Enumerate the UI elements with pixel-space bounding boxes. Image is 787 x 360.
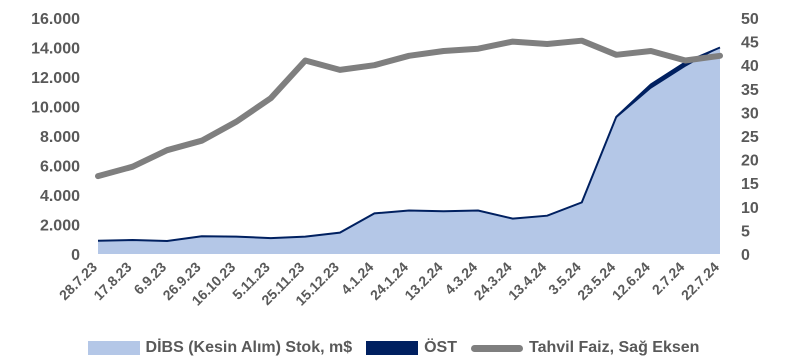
legend: DİBS (Kesin Alım) Stok, m$ ÖST Tahvil Fa… (0, 336, 787, 360)
x-axis-ticks: 28.7.2317.8.236.9.2326.9.2316.10.235.11.… (56, 259, 722, 309)
series-dibs-area (98, 47, 720, 254)
y-left-tick: 4.000 (40, 188, 80, 205)
x-tick-label: 17.8.23 (90, 259, 134, 303)
y-right-tick: 10 (741, 200, 759, 217)
y-right-tick: 50 (741, 11, 759, 28)
legend-swatch-dibs (87, 341, 140, 355)
y-right-tick: 5 (741, 223, 750, 240)
x-tick-label: 22.7.24 (678, 259, 722, 303)
legend-label-faiz: Tahvil Faiz, Sağ Eksen (529, 339, 700, 356)
series-faiz-line (95, 37, 723, 180)
right-axis-ticks: 0 5 10 15 20 25 30 35 40 45 50 (741, 11, 759, 264)
plot-area (95, 37, 723, 254)
y-left-tick: 12.000 (31, 70, 80, 87)
y-left-tick: 2.000 (40, 218, 80, 235)
x-tick-label: 13.2.24 (401, 259, 445, 303)
chart-svg: 0 2.000 4.000 6.000 8.000 10.000 12.000 14.000 1… (31, 11, 759, 309)
y-right-tick: 0 (741, 247, 750, 264)
legend-item-ost: ÖST (366, 339, 457, 357)
x-tick-label: 12.6.24 (609, 259, 653, 303)
y-left-tick: 6.000 (40, 159, 80, 176)
y-left-tick: 8.000 (40, 129, 80, 146)
y-left-tick: 16.000 (31, 11, 80, 28)
y-right-tick: 35 (741, 82, 759, 99)
legend-label-dibs: DİBS (Kesin Alım) Stok, m$ (145, 339, 353, 356)
legend-swatch-faiz (471, 344, 523, 352)
y-right-tick: 20 (741, 153, 759, 170)
y-left-tick: 14.000 (31, 41, 80, 58)
legend-swatch-ost (366, 341, 419, 355)
x-tick-label: 24.3.24 (470, 259, 514, 303)
legend-item-faiz: Tahvil Faiz, Sağ Eksen (471, 339, 699, 357)
y-right-tick: 15 (741, 176, 759, 193)
legend-label-ost: ÖST (424, 339, 457, 356)
legend-item-dibs: DİBS (Kesin Alım) Stok, m$ (87, 339, 353, 357)
y-left-tick: 10.000 (31, 100, 80, 117)
y-right-tick: 25 (741, 129, 759, 146)
series-ost-line (97, 46, 721, 243)
y-right-tick: 40 (741, 58, 759, 75)
y-right-tick: 45 (741, 35, 759, 52)
left-axis-ticks: 0 2.000 4.000 6.000 8.000 10.000 12.000 14.000 1… (31, 11, 80, 264)
y-left-tick: 0 (71, 247, 80, 264)
x-tick-label: 13.4.24 (505, 259, 549, 303)
y-right-tick: 30 (741, 105, 759, 122)
